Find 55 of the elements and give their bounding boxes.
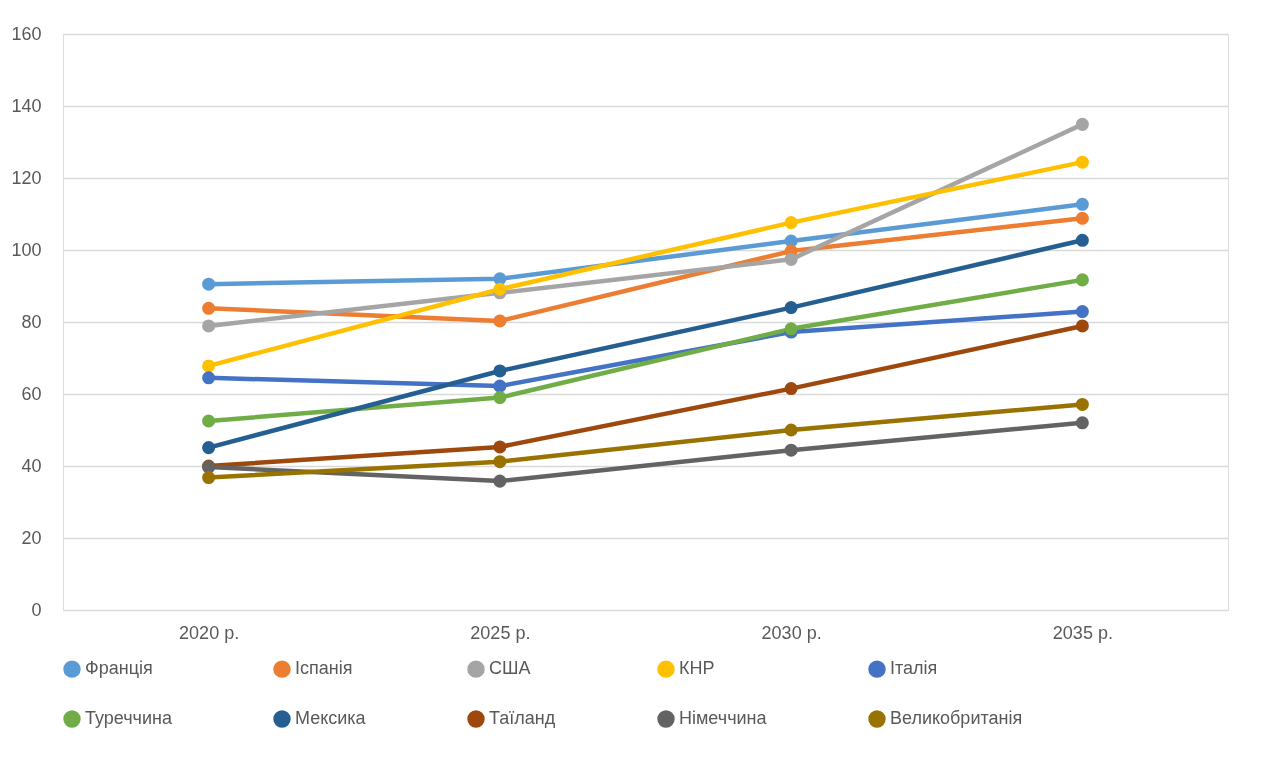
point — [1075, 305, 1089, 319]
point — [784, 216, 798, 230]
y-tick-label: 160 — [11, 23, 42, 44]
legend-label: Таїланд — [489, 708, 556, 728]
point — [493, 364, 507, 378]
point — [1075, 397, 1089, 411]
point — [784, 301, 798, 315]
legend-label: Іспанія — [295, 658, 353, 679]
point — [493, 282, 507, 296]
point — [493, 440, 507, 454]
y-tick-label: 140 — [11, 95, 42, 116]
point — [1075, 211, 1089, 225]
y-tick-label: 0 — [31, 599, 42, 620]
point — [1075, 197, 1089, 211]
legend-label: Франція — [85, 658, 153, 679]
y-tick-label: 80 — [21, 311, 42, 332]
point — [1075, 117, 1089, 131]
x-tick-label: 2025 р. — [470, 622, 531, 643]
point — [1075, 416, 1089, 430]
y-tick-label: 100 — [11, 239, 42, 260]
x-tick-label: 2035 р. — [1052, 622, 1113, 643]
point — [493, 391, 507, 405]
point — [1075, 319, 1089, 333]
point — [202, 371, 216, 385]
point — [1075, 155, 1089, 169]
x-tick-label: 2020 р. — [179, 622, 240, 643]
point — [784, 423, 798, 437]
legend-label: Мексика — [295, 708, 367, 728]
point — [202, 359, 216, 373]
legend-label: Великобританія — [890, 708, 1023, 728]
point — [493, 379, 507, 393]
point — [1075, 233, 1089, 247]
point — [202, 414, 216, 428]
y-tick-label: 120 — [11, 167, 42, 188]
y-tick-label: 40 — [21, 455, 42, 476]
point — [784, 252, 798, 266]
point — [202, 319, 216, 333]
legend-label: Німеччина — [679, 708, 768, 728]
point — [493, 455, 507, 469]
point — [784, 443, 798, 457]
point — [493, 474, 507, 488]
y-tick-label: 20 — [21, 527, 42, 548]
point — [202, 441, 216, 455]
point — [202, 301, 216, 315]
x-tick-label: 2030 р. — [761, 622, 822, 643]
point — [1075, 273, 1089, 287]
legend-label: Італія — [890, 658, 938, 679]
legend-label: Туреччина — [85, 708, 173, 728]
legend-label: США — [489, 658, 531, 679]
point — [784, 382, 798, 396]
point — [493, 314, 507, 328]
point — [202, 471, 216, 485]
point — [202, 277, 216, 291]
y-tick-label: 60 — [21, 383, 42, 404]
legend-label: КНР — [679, 658, 715, 679]
